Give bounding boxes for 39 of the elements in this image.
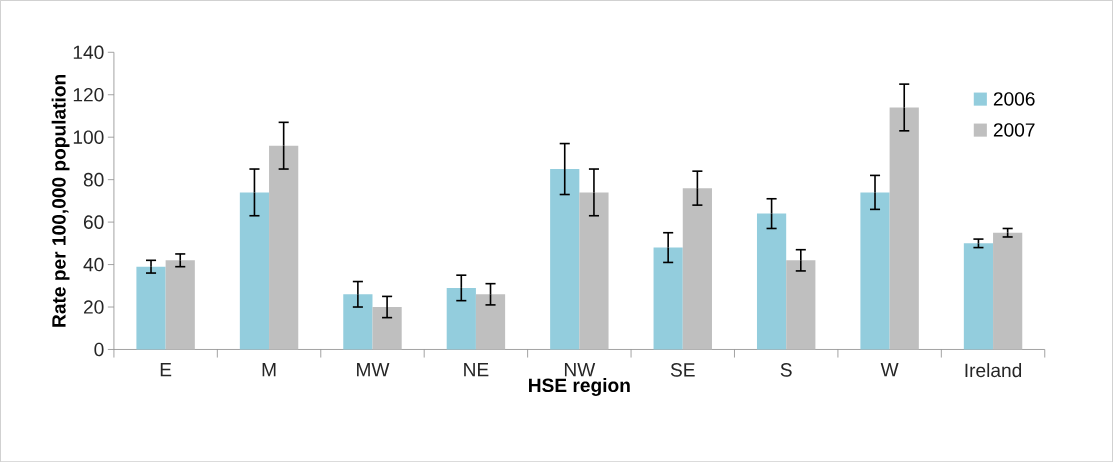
bar bbox=[446, 287, 476, 350]
y-tick-label: 20 bbox=[83, 300, 104, 314]
bar bbox=[372, 306, 402, 350]
y-tick-label: 140 bbox=[73, 45, 104, 59]
bar bbox=[682, 188, 712, 350]
bar bbox=[653, 247, 683, 350]
bar bbox=[475, 294, 506, 350]
x-tick-label: Ireland bbox=[965, 363, 1022, 378]
bar bbox=[860, 192, 890, 350]
legend-label: 2007 bbox=[993, 123, 1035, 137]
y-tick-label: 0 bbox=[94, 342, 104, 357]
bar bbox=[579, 192, 609, 350]
bar bbox=[889, 107, 919, 350]
x-tick-label: E bbox=[160, 363, 172, 377]
bar bbox=[165, 260, 195, 350]
y-tick-label: 100 bbox=[73, 130, 104, 144]
x-tick-label: NE bbox=[464, 363, 489, 377]
bar bbox=[343, 294, 373, 350]
bar bbox=[786, 260, 816, 350]
legend-label: 2006 bbox=[993, 92, 1035, 106]
x-tick-label: SE bbox=[670, 363, 695, 377]
x-axis-title: HSE region bbox=[529, 377, 630, 396]
bar bbox=[756, 213, 787, 350]
x-tick-label: S bbox=[780, 363, 792, 377]
x-tick-label: MW bbox=[357, 363, 390, 377]
y-axis-title: Rate per 100,000 population bbox=[51, 74, 70, 327]
x-tick-label: M bbox=[262, 363, 276, 377]
bar bbox=[550, 168, 580, 350]
bar bbox=[136, 266, 166, 350]
y-tick-label: 120 bbox=[73, 87, 104, 102]
y-tick-label: 60 bbox=[83, 215, 104, 229]
bar bbox=[993, 232, 1023, 350]
bar bbox=[269, 145, 299, 350]
x-tick-label: NW bbox=[564, 363, 596, 377]
bar bbox=[963, 243, 994, 350]
x-tick-label: W bbox=[880, 363, 899, 377]
bar bbox=[239, 192, 270, 350]
y-tick-label: 80 bbox=[83, 172, 104, 187]
y-tick-label: 40 bbox=[83, 257, 104, 272]
